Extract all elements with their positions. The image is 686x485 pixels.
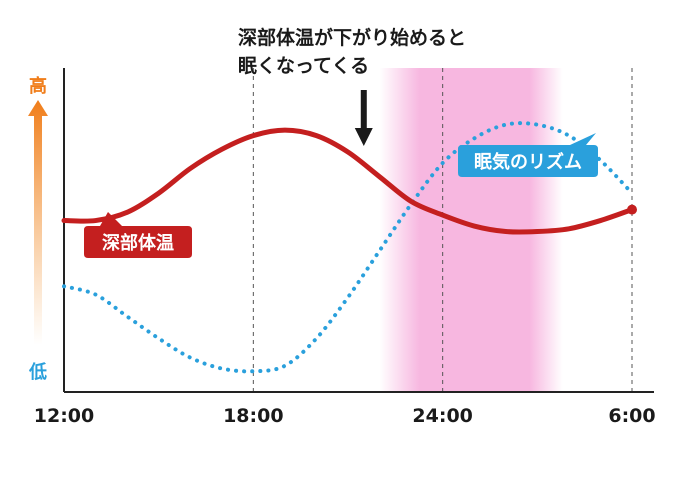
- series-label-text-core-temperature: 深部体温: [102, 232, 174, 254]
- x-tick-label-12:00: 12:00: [34, 405, 94, 427]
- series-label-core-temperature: 深部体温: [84, 212, 192, 258]
- series-label-sleepiness: 眠気のリズム: [458, 133, 598, 177]
- annotation-line-1: 深部体温が下がり始めると: [238, 26, 466, 49]
- time-gridlines: [252, 68, 633, 392]
- annotation-line-2: 眠くなってくる: [238, 55, 369, 77]
- series-label-box-core-temperature: [84, 212, 192, 258]
- x-tick-label-6:00: 6:00: [608, 405, 655, 427]
- series-end-dot-core-temperature: [627, 204, 637, 215]
- annotation-arrow-icon: [354, 90, 373, 146]
- x-tick-label-24:00: 24:00: [412, 405, 472, 427]
- series-line-core-temperature: [61, 127, 635, 235]
- series-label-text-sleepiness: 眠気のリズム: [474, 151, 582, 173]
- series-line-sleepiness: [62, 121, 634, 374]
- x-tick-labels: 12:00 18:00 24:00 6:00: [34, 405, 656, 427]
- y-axis-high-arrow: [28, 100, 48, 345]
- x-tick-label-18:00: 18:00: [223, 405, 283, 427]
- series-label-box-sleepiness: [458, 133, 598, 177]
- y-axis-high-label: 高: [29, 75, 47, 97]
- y-axis-low-label: 低: [28, 361, 47, 383]
